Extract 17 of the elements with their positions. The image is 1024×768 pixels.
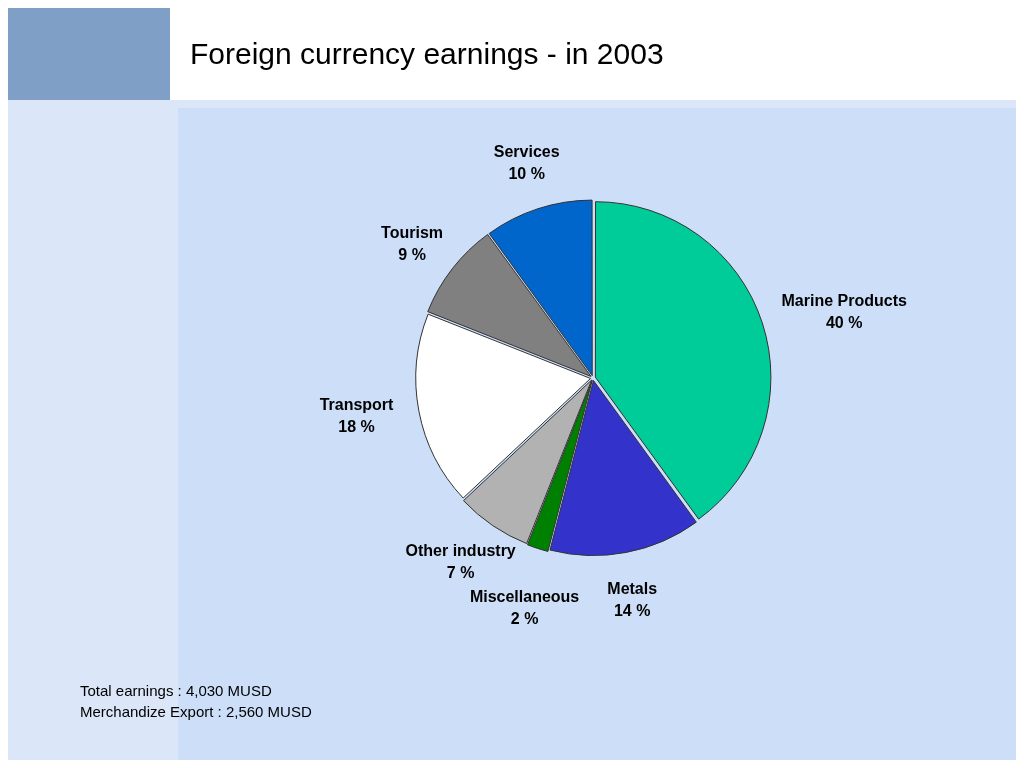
data-label: 10 % (508, 165, 545, 183)
chart-title: Foreign currency earnings - in 2003 (190, 37, 664, 71)
slice-label: Services (493, 143, 560, 161)
data-label: 2 % (510, 609, 539, 627)
data-label: 14 % (613, 601, 651, 619)
slice-label: Transport (319, 396, 395, 414)
data-label: 18 % (338, 418, 375, 436)
text: Merchandize Export : 2,560 MUSD (80, 702, 312, 722)
slice-label: Other industry (405, 541, 516, 559)
slice-label: Marine Products (781, 292, 907, 310)
slice-label: Miscellaneous (469, 587, 580, 605)
slice-label: Metals (607, 579, 658, 597)
data-label: 7 % (446, 563, 475, 581)
data-label: 40 % (825, 314, 863, 332)
slice-label: Tourism (381, 223, 444, 241)
text: Total earnings : 4,030 MUSD (80, 681, 273, 701)
data-label: 9 % (398, 245, 426, 263)
